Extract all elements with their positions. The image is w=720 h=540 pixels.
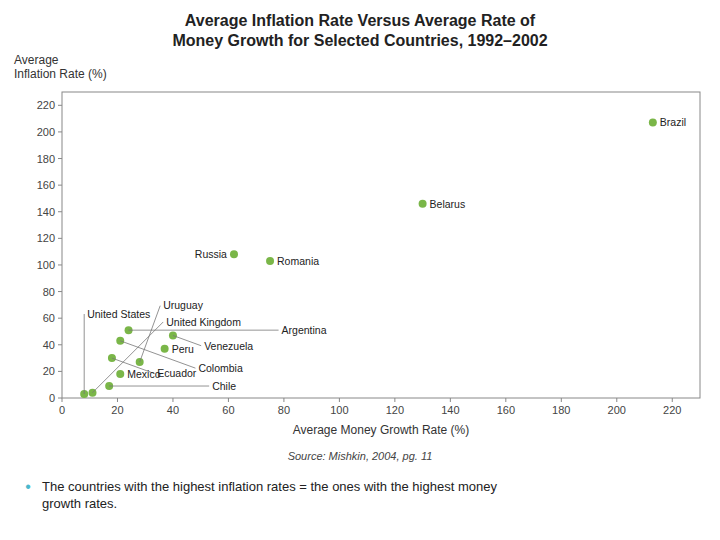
annotation: Venezuela (204, 340, 253, 352)
x-tick (616, 398, 617, 402)
y-tick (58, 371, 62, 372)
y-tick (58, 158, 62, 159)
x-tick (62, 398, 63, 402)
x-tick (172, 398, 173, 402)
x-tick (228, 398, 229, 402)
y-tick-label: 160 (37, 179, 55, 191)
leader-line (93, 322, 164, 393)
leader-line (84, 314, 85, 394)
footnote-bullet: • (25, 478, 31, 495)
points (80, 119, 657, 398)
y-axis-label: AverageInflation Rate (%) (14, 53, 107, 81)
y-tick (58, 264, 62, 265)
annotation: Belarus (430, 198, 466, 210)
annotation: Peru (172, 343, 194, 355)
y-tick (58, 131, 62, 132)
x-tick-label: 140 (441, 404, 459, 416)
x-tick-label: 0 (59, 404, 65, 416)
y-tick-label: 180 (37, 153, 55, 165)
y-tick (58, 185, 62, 186)
point (161, 345, 169, 353)
y-tick-label: 100 (37, 259, 55, 271)
y-tick-label: 220 (37, 99, 55, 111)
annotation: Mexico (127, 368, 160, 380)
y-tick-label: 140 (37, 206, 55, 218)
point (266, 257, 274, 265)
x-axis-label: Average Money Growth Rate (%) (293, 423, 470, 437)
x-tick-label: 20 (111, 404, 123, 416)
y-tick-label: 80 (43, 286, 55, 298)
x-tick-label: 120 (386, 404, 404, 416)
annotation: United States (87, 308, 150, 320)
annotation: United Kingdom (166, 316, 241, 328)
y-tick (58, 238, 62, 239)
x-tick (117, 398, 118, 402)
y-tick (58, 344, 62, 345)
x-tick (283, 398, 284, 402)
annotation: Chile (212, 380, 236, 392)
y-tick (58, 105, 62, 106)
y-tick-label: 60 (43, 312, 55, 324)
x-tick-label: 220 (663, 404, 681, 416)
x-tick (394, 398, 395, 402)
x-tick (505, 398, 506, 402)
annotation: Brazil (660, 116, 686, 128)
point (419, 200, 427, 208)
x-tick (339, 398, 340, 402)
leader-line (129, 330, 279, 331)
x-tick (561, 398, 562, 402)
leader-line (109, 386, 209, 387)
y-tick-label: 20 (43, 365, 55, 377)
x-tick-label: 60 (222, 404, 234, 416)
y-tick-label: 40 (43, 339, 55, 351)
point (116, 370, 124, 378)
leader-line (120, 341, 195, 368)
annotations: United States United Kingdom EcuadorColomb… (84, 116, 686, 394)
x-tick (672, 398, 673, 402)
y-tick (58, 211, 62, 212)
source: Source: Mishkin, 2004, pg. 11 (288, 450, 433, 462)
plot-frame (62, 92, 700, 398)
point (230, 250, 238, 258)
x-tick (450, 398, 451, 402)
y-tick-label: 120 (37, 232, 55, 244)
annotation: Uruguay (163, 299, 203, 311)
y-tick (58, 398, 62, 399)
x-tick-label: 100 (330, 404, 348, 416)
x-tick-label: 80 (278, 404, 290, 416)
annotation: Russia (195, 248, 227, 260)
y-tick-label: 200 (37, 126, 55, 138)
x-tick-label: 160 (497, 404, 515, 416)
y-tick (58, 291, 62, 292)
annotation: Argentina (282, 324, 327, 336)
title: Average Inflation Rate Versus Average Ra… (172, 12, 547, 49)
point (649, 119, 657, 127)
annotation: Romania (277, 255, 319, 267)
annotation: Colombia (198, 362, 243, 374)
y-tick-label: 0 (49, 392, 55, 404)
footnote: The countries with the highest inflation… (42, 479, 497, 511)
y-tick (58, 318, 62, 319)
annotation: Ecuador (157, 367, 197, 379)
x-tick-label: 200 (608, 404, 626, 416)
chart: Average Inflation Rate Versus Average Ra… (0, 0, 720, 540)
x-tick-label: 180 (552, 404, 570, 416)
x-tick-label: 40 (167, 404, 179, 416)
